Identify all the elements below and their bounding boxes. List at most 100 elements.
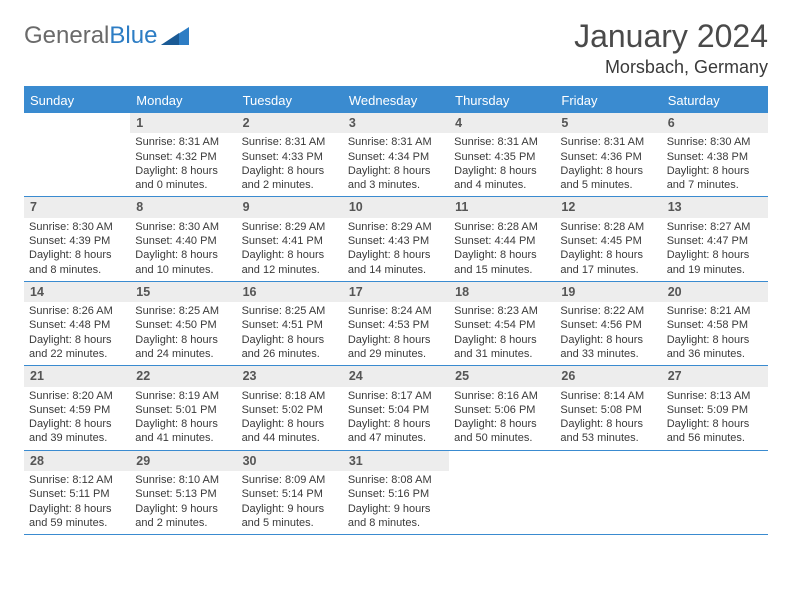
day-number: 10 (343, 197, 449, 217)
week-row: 7Sunrise: 8:30 AMSunset: 4:39 PMDaylight… (24, 197, 768, 281)
day-body: Sunrise: 8:10 AMSunset: 5:13 PMDaylight:… (130, 471, 236, 534)
day-cell: 14Sunrise: 8:26 AMSunset: 4:48 PMDayligh… (24, 282, 130, 365)
day-sunrise: Sunrise: 8:09 AM (242, 473, 338, 487)
day-daylight2: and 50 minutes. (454, 431, 550, 445)
day-sunrise: Sunrise: 8:28 AM (454, 220, 550, 234)
day-sunset: Sunset: 4:56 PM (560, 318, 656, 332)
day-daylight1: Daylight: 8 hours (667, 164, 763, 178)
day-number: 11 (449, 197, 555, 217)
day-sunrise: Sunrise: 8:31 AM (560, 135, 656, 149)
day-body: Sunrise: 8:28 AMSunset: 4:44 PMDaylight:… (449, 218, 555, 281)
day-sunrise: Sunrise: 8:29 AM (242, 220, 338, 234)
day-number: 19 (555, 282, 661, 302)
day-sunrise: Sunrise: 8:16 AM (454, 389, 550, 403)
day-cell: 15Sunrise: 8:25 AMSunset: 4:50 PMDayligh… (130, 282, 236, 365)
day-sunset: Sunset: 4:50 PM (135, 318, 231, 332)
day-sunset: Sunset: 5:01 PM (135, 403, 231, 417)
day-body: Sunrise: 8:18 AMSunset: 5:02 PMDaylight:… (237, 387, 343, 450)
day-daylight1: Daylight: 8 hours (667, 417, 763, 431)
day-body (449, 455, 555, 461)
day-body: Sunrise: 8:14 AMSunset: 5:08 PMDaylight:… (555, 387, 661, 450)
day-number: 26 (555, 366, 661, 386)
day-cell (555, 451, 661, 534)
day-daylight1: Daylight: 8 hours (135, 164, 231, 178)
day-daylight2: and 10 minutes. (135, 263, 231, 277)
day-sunset: Sunset: 5:08 PM (560, 403, 656, 417)
day-body: Sunrise: 8:12 AMSunset: 5:11 PMDaylight:… (24, 471, 130, 534)
day-cell: 26Sunrise: 8:14 AMSunset: 5:08 PMDayligh… (555, 366, 661, 449)
day-sunrise: Sunrise: 8:29 AM (348, 220, 444, 234)
dayhead-fri: Friday (555, 88, 661, 113)
day-body: Sunrise: 8:22 AMSunset: 4:56 PMDaylight:… (555, 302, 661, 365)
day-cell: 4Sunrise: 8:31 AMSunset: 4:35 PMDaylight… (449, 113, 555, 196)
day-daylight2: and 33 minutes. (560, 347, 656, 361)
day-body: Sunrise: 8:25 AMSunset: 4:51 PMDaylight:… (237, 302, 343, 365)
day-cell: 3Sunrise: 8:31 AMSunset: 4:34 PMDaylight… (343, 113, 449, 196)
day-cell: 6Sunrise: 8:30 AMSunset: 4:38 PMDaylight… (662, 113, 768, 196)
day-daylight2: and 14 minutes. (348, 263, 444, 277)
day-number: 12 (555, 197, 661, 217)
day-daylight2: and 29 minutes. (348, 347, 444, 361)
day-number: 3 (343, 113, 449, 133)
day-cell (662, 451, 768, 534)
day-sunset: Sunset: 4:40 PM (135, 234, 231, 248)
day-cell: 23Sunrise: 8:18 AMSunset: 5:02 PMDayligh… (237, 366, 343, 449)
day-body: Sunrise: 8:26 AMSunset: 4:48 PMDaylight:… (24, 302, 130, 365)
day-body: Sunrise: 8:30 AMSunset: 4:39 PMDaylight:… (24, 218, 130, 281)
day-sunset: Sunset: 4:47 PM (667, 234, 763, 248)
day-sunset: Sunset: 4:35 PM (454, 150, 550, 164)
day-daylight2: and 5 minutes. (560, 178, 656, 192)
day-number: 22 (130, 366, 236, 386)
day-number: 27 (662, 366, 768, 386)
day-sunrise: Sunrise: 8:31 AM (454, 135, 550, 149)
day-sunset: Sunset: 4:43 PM (348, 234, 444, 248)
day-daylight1: Daylight: 8 hours (348, 248, 444, 262)
day-sunset: Sunset: 4:36 PM (560, 150, 656, 164)
month-title: January 2024 (574, 18, 768, 55)
brand-logo: GeneralBlue (24, 18, 189, 50)
day-sunrise: Sunrise: 8:13 AM (667, 389, 763, 403)
day-cell: 19Sunrise: 8:22 AMSunset: 4:56 PMDayligh… (555, 282, 661, 365)
day-sunrise: Sunrise: 8:19 AM (135, 389, 231, 403)
calendar: Sunday Monday Tuesday Wednesday Thursday… (24, 86, 768, 535)
day-daylight1: Daylight: 8 hours (242, 164, 338, 178)
day-cell (449, 451, 555, 534)
day-cell: 29Sunrise: 8:10 AMSunset: 5:13 PMDayligh… (130, 451, 236, 534)
day-number: 23 (237, 366, 343, 386)
day-daylight2: and 3 minutes. (348, 178, 444, 192)
day-sunrise: Sunrise: 8:10 AM (135, 473, 231, 487)
day-daylight1: Daylight: 8 hours (454, 333, 550, 347)
day-number: 1 (130, 113, 236, 133)
day-daylight2: and 26 minutes. (242, 347, 338, 361)
day-cell: 28Sunrise: 8:12 AMSunset: 5:11 PMDayligh… (24, 451, 130, 534)
day-body: Sunrise: 8:09 AMSunset: 5:14 PMDaylight:… (237, 471, 343, 534)
day-daylight1: Daylight: 8 hours (348, 164, 444, 178)
day-number: 29 (130, 451, 236, 471)
day-daylight1: Daylight: 8 hours (667, 333, 763, 347)
day-daylight1: Daylight: 8 hours (348, 333, 444, 347)
day-number: 9 (237, 197, 343, 217)
day-cell: 20Sunrise: 8:21 AMSunset: 4:58 PMDayligh… (662, 282, 768, 365)
day-body: Sunrise: 8:31 AMSunset: 4:36 PMDaylight:… (555, 133, 661, 196)
day-sunset: Sunset: 5:06 PM (454, 403, 550, 417)
week-row: 28Sunrise: 8:12 AMSunset: 5:11 PMDayligh… (24, 451, 768, 535)
day-daylight1: Daylight: 8 hours (29, 333, 125, 347)
day-daylight2: and 19 minutes. (667, 263, 763, 277)
day-daylight1: Daylight: 8 hours (242, 417, 338, 431)
day-sunrise: Sunrise: 8:30 AM (667, 135, 763, 149)
day-daylight1: Daylight: 8 hours (135, 333, 231, 347)
day-body (555, 455, 661, 461)
day-body: Sunrise: 8:24 AMSunset: 4:53 PMDaylight:… (343, 302, 449, 365)
day-daylight2: and 12 minutes. (242, 263, 338, 277)
day-cell: 12Sunrise: 8:28 AMSunset: 4:45 PMDayligh… (555, 197, 661, 280)
day-sunset: Sunset: 4:41 PM (242, 234, 338, 248)
day-body: Sunrise: 8:28 AMSunset: 4:45 PMDaylight:… (555, 218, 661, 281)
day-sunrise: Sunrise: 8:25 AM (242, 304, 338, 318)
day-daylight2: and 39 minutes. (29, 431, 125, 445)
day-sunrise: Sunrise: 8:18 AM (242, 389, 338, 403)
day-sunset: Sunset: 4:51 PM (242, 318, 338, 332)
day-body (24, 117, 130, 123)
day-sunset: Sunset: 4:44 PM (454, 234, 550, 248)
day-daylight2: and 56 minutes. (667, 431, 763, 445)
day-body (662, 455, 768, 461)
